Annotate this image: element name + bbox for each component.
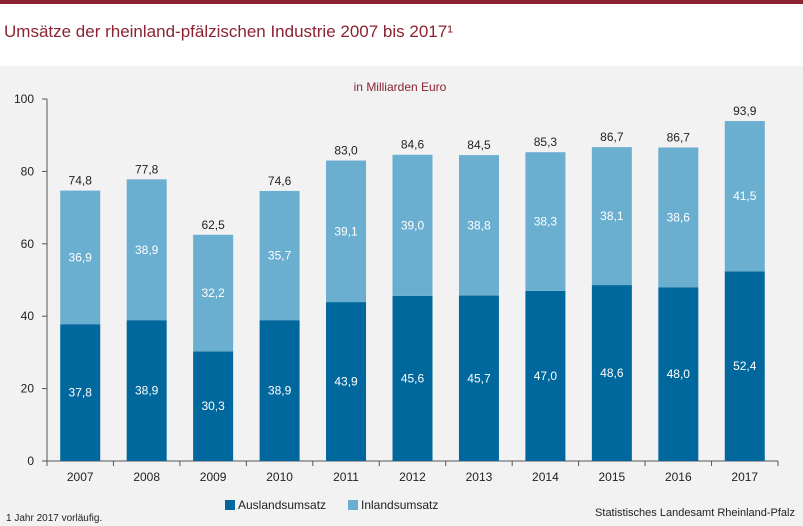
data-label-auslandsumsatz: 30,3 <box>201 399 225 413</box>
data-label-auslandsumsatz: 37,8 <box>69 386 93 400</box>
total-label: 85,3 <box>534 135 558 149</box>
data-label-inlandsumsatz: 36,9 <box>69 250 93 264</box>
footnote: 1 Jahr 2017 vorläufig. <box>6 513 103 524</box>
legend-label-inlandsumsatz: Inlandsumsatz <box>361 498 438 512</box>
bar-auslandsumsatz-2013 <box>458 295 499 461</box>
legend-swatch-inlandsumsatz <box>348 500 358 510</box>
bar-auslandsumsatz-2014 <box>525 290 566 461</box>
x-tick-label: 2016 <box>665 470 692 484</box>
data-label-inlandsumsatz: 32,2 <box>201 286 225 300</box>
bar-auslandsumsatz-2015 <box>591 285 632 461</box>
x-tick-label: 2008 <box>133 470 160 484</box>
bar-auslandsumsatz-2016 <box>658 287 699 461</box>
data-label-inlandsumsatz: 39,1 <box>334 224 358 238</box>
data-label-inlandsumsatz: 41,5 <box>733 189 757 203</box>
bar-auslandsumsatz-2007 <box>60 324 101 461</box>
y-tick-label: 80 <box>21 164 35 178</box>
bar-inlandsumsatz-2008 <box>126 179 167 321</box>
total-label: 74,8 <box>69 174 93 188</box>
bar-chart: in Milliarden Euro 0 20 40 60 80 100 37,8 36,9 74… <box>14 80 779 512</box>
data-label-inlandsumsatz: 39,0 <box>401 218 425 232</box>
x-tick-label: 2015 <box>599 470 626 484</box>
total-label: 83,0 <box>334 144 358 158</box>
y-tick-label: 20 <box>21 382 35 396</box>
x-tick-label: 2013 <box>466 470 493 484</box>
x-tick-label: 2012 <box>399 470 426 484</box>
total-label: 84,5 <box>467 138 491 152</box>
data-label-auslandsumsatz: 43,9 <box>334 375 358 389</box>
data-label-inlandsumsatz: 38,8 <box>467 218 491 232</box>
data-label-inlandsumsatz: 38,9 <box>135 243 159 257</box>
top-rule <box>0 0 803 4</box>
bar-inlandsumsatz-2010 <box>259 190 300 321</box>
total-label: 93,9 <box>733 104 757 118</box>
bar-auslandsumsatz-2010 <box>259 320 300 461</box>
legend-label-auslandsumsatz: Auslandsumsatz <box>238 498 326 512</box>
data-label-inlandsumsatz: 38,6 <box>667 210 691 224</box>
bar-inlandsumsatz-2009 <box>193 234 234 352</box>
bar-auslandsumsatz-2011 <box>326 302 367 461</box>
legend-swatch-auslandsumsatz <box>225 500 235 510</box>
bar-inlandsumsatz-2015 <box>591 147 632 286</box>
x-tick-label: 2007 <box>67 470 94 484</box>
data-label-auslandsumsatz: 45,6 <box>401 371 425 385</box>
bar-inlandsumsatz-2013 <box>458 155 499 296</box>
total-label: 84,6 <box>401 138 425 152</box>
x-tick-label: 2010 <box>266 470 293 484</box>
total-label: 86,7 <box>600 130 624 144</box>
data-label-inlandsumsatz: 35,7 <box>268 249 292 263</box>
data-label-auslandsumsatz: 38,9 <box>268 384 292 398</box>
bar-inlandsumsatz-2012 <box>392 154 433 296</box>
x-tick-label: 2009 <box>200 470 227 484</box>
y-tick-label: 40 <box>21 309 35 323</box>
total-label: 74,6 <box>268 174 292 188</box>
data-label-inlandsumsatz: 38,3 <box>534 215 558 229</box>
bar-auslandsumsatz-2017 <box>724 271 765 461</box>
bar-inlandsumsatz-2007 <box>60 190 101 325</box>
x-tick-label: 2011 <box>333 470 359 484</box>
total-label: 62,5 <box>201 218 225 232</box>
data-label-inlandsumsatz: 38,1 <box>600 209 624 223</box>
bar-inlandsumsatz-2014 <box>525 152 566 291</box>
x-tick-label: 2014 <box>532 470 559 484</box>
data-label-auslandsumsatz: 48,6 <box>600 366 624 380</box>
source-note: Statistisches Landesamt Rheinland-Pfalz <box>595 507 795 519</box>
data-label-auslandsumsatz: 45,7 <box>467 371 491 385</box>
y-tick-label: 100 <box>14 92 34 106</box>
data-label-auslandsumsatz: 38,9 <box>135 384 159 398</box>
bar-auslandsumsatz-2009 <box>193 351 234 461</box>
y-tick-label: 60 <box>21 237 35 251</box>
unit-label: in Milliarden Euro <box>354 80 447 94</box>
data-label-auslandsumsatz: 47,0 <box>534 369 558 383</box>
total-label: 77,8 <box>135 162 159 176</box>
bar-auslandsumsatz-2008 <box>126 320 167 461</box>
bar-inlandsumsatz-2017 <box>724 121 765 272</box>
bar-inlandsumsatz-2011 <box>326 160 367 303</box>
total-label: 86,7 <box>667 131 691 145</box>
data-label-auslandsumsatz: 52,4 <box>733 359 757 373</box>
y-tick-label: 0 <box>27 454 34 468</box>
data-label-auslandsumsatz: 48,0 <box>667 367 691 381</box>
chart-panel: in Milliarden Euro 0 20 40 60 80 100 37,8 36,9 74… <box>0 66 803 526</box>
page-title: Umsätze der rheinland-pfälzischen Indust… <box>4 22 453 41</box>
x-tick-label: 2017 <box>731 470 758 484</box>
bar-inlandsumsatz-2016 <box>658 147 699 288</box>
bar-auslandsumsatz-2012 <box>392 295 433 461</box>
